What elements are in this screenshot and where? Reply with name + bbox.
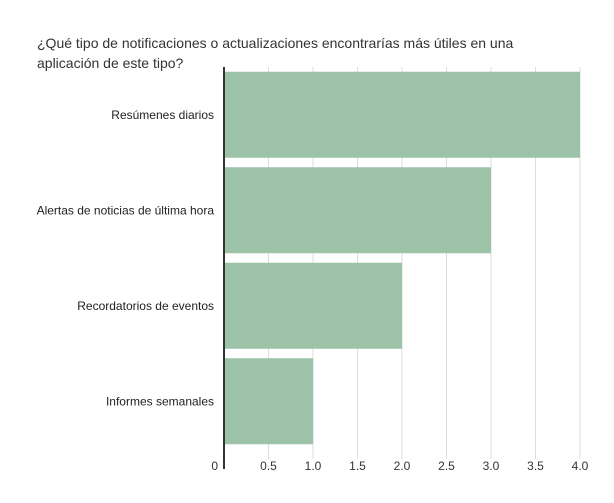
x-tick-label: 0.5 — [260, 459, 277, 473]
x-tick-label: 2.5 — [438, 459, 455, 473]
x-tick-label: 2.0 — [394, 459, 411, 473]
category-label: Informes semanales — [106, 394, 214, 408]
x-tick-label: 1.5 — [349, 459, 366, 473]
x-tick-label: 0 — [211, 459, 218, 473]
bar — [224, 262, 402, 349]
x-tick-label: 3.0 — [483, 459, 500, 473]
bars — [224, 71, 580, 445]
category-labels: Resúmenes diarios Alertas de noticias de … — [37, 108, 215, 409]
category-label: Alertas de noticias de última hora — [37, 203, 215, 217]
tick-labels: 0 0.5 1.0 1.5 2.0 2.5 3.0 3.5 4.0 — [211, 459, 588, 473]
bar — [224, 167, 491, 254]
chart-title: ¿Qué tipo de notificaciones o actualizac… — [37, 35, 514, 71]
category-label: Resúmenes diarios — [111, 108, 214, 122]
x-tick-label: 4.0 — [572, 459, 589, 473]
bar — [224, 71, 580, 158]
category-label: Recordatorios de eventos — [77, 299, 214, 313]
bar — [224, 358, 313, 445]
x-tick-label: 1.0 — [305, 459, 322, 473]
x-tick-label: 3.5 — [527, 459, 544, 473]
